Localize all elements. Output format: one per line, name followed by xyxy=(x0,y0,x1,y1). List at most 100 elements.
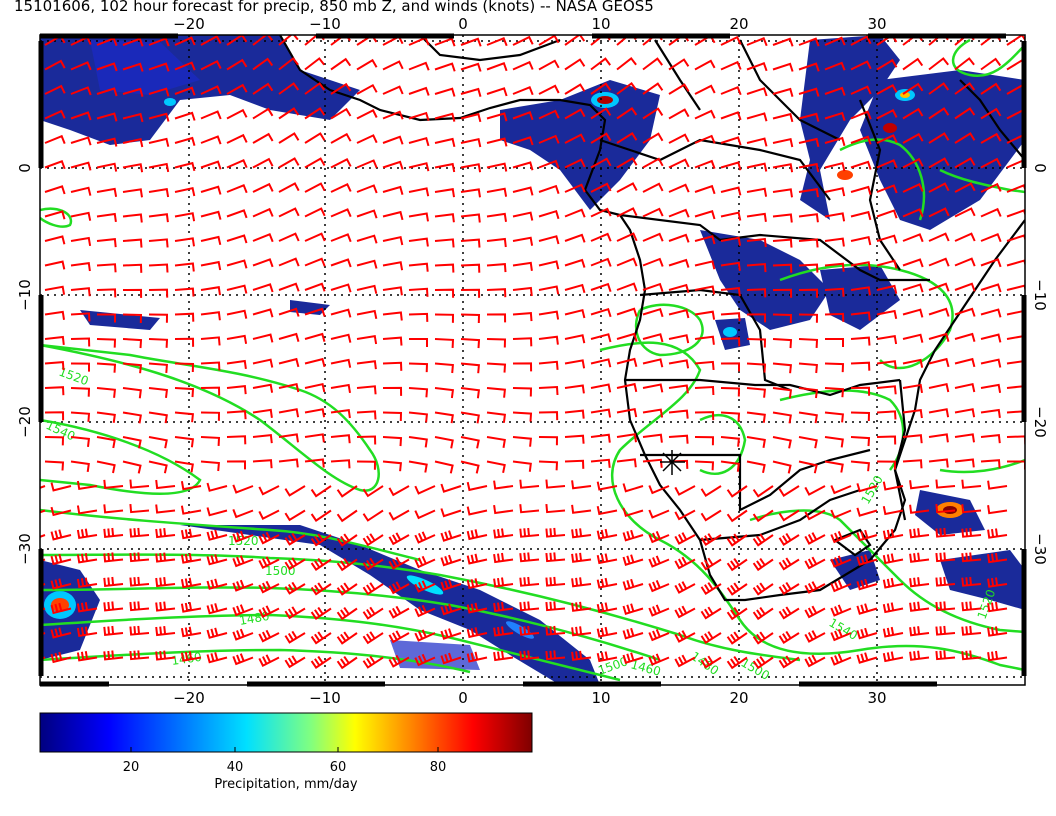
wind-barb xyxy=(674,630,696,643)
wind-barb xyxy=(362,655,384,669)
wind-barb xyxy=(564,434,585,444)
wind-barb xyxy=(935,576,956,587)
wind-barb xyxy=(408,460,428,473)
wind-barb xyxy=(590,207,612,218)
wind-barb xyxy=(538,385,559,396)
wind-barb xyxy=(798,411,818,424)
wind-barb xyxy=(356,58,378,71)
wind-barb xyxy=(954,107,976,120)
wind-barb xyxy=(1006,209,1025,218)
wind-barb xyxy=(512,86,534,96)
wind-barb xyxy=(564,35,586,46)
wind-barb xyxy=(258,629,280,643)
wind-barb xyxy=(778,655,800,669)
wind-barb xyxy=(252,57,274,71)
wind-barb xyxy=(200,411,221,421)
wind-barb xyxy=(330,333,352,343)
wind-barb xyxy=(902,283,924,293)
wind-barb xyxy=(850,286,871,296)
wind-barb xyxy=(330,132,352,144)
wind-barb xyxy=(668,83,690,95)
wind-barb xyxy=(206,482,228,492)
lon-tick-label: 20 xyxy=(729,689,748,707)
wind-barb xyxy=(824,212,846,222)
wind-barb xyxy=(362,533,384,547)
wind-barb xyxy=(642,82,664,95)
wind-barb xyxy=(648,555,670,568)
wind-barb xyxy=(382,311,403,321)
wind-barb xyxy=(590,433,611,443)
wind-barb xyxy=(538,84,560,95)
wind-barb xyxy=(70,411,91,422)
wind-barb xyxy=(954,282,976,292)
wind-barb xyxy=(148,87,170,97)
wind-barb xyxy=(200,110,222,120)
wind-barb xyxy=(200,135,222,145)
wind-barb xyxy=(174,411,194,423)
wind-barb xyxy=(155,504,176,514)
wind-barb xyxy=(232,579,254,592)
lat-tick-label: −30 xyxy=(1031,533,1049,565)
wind-barb xyxy=(103,479,124,490)
wind-barb xyxy=(642,307,664,318)
wind-barb xyxy=(902,333,924,343)
wind-barb xyxy=(174,36,196,46)
wind-barb xyxy=(746,62,768,72)
wind-barb xyxy=(752,558,774,572)
wind-barb xyxy=(200,386,221,396)
wind-barb xyxy=(648,604,670,617)
wind-barb xyxy=(545,576,566,587)
wind-barb xyxy=(486,62,508,72)
wind-barb xyxy=(148,213,169,223)
wind-barb xyxy=(76,577,98,589)
wind-barb xyxy=(180,528,202,540)
wind-barb xyxy=(954,408,976,418)
wind-barb xyxy=(746,137,768,147)
wind-barb xyxy=(466,529,488,541)
wind-barb xyxy=(148,187,170,198)
wind-barb xyxy=(493,504,514,515)
wind-barb xyxy=(252,82,274,95)
wind-barb xyxy=(538,134,560,144)
wind-barb xyxy=(720,111,742,121)
wind-barb xyxy=(694,285,716,295)
wind-barb xyxy=(726,607,748,621)
wind-barb xyxy=(616,232,638,242)
wind-barb xyxy=(538,159,560,169)
wind-barb xyxy=(752,485,774,498)
wind-barb xyxy=(700,485,722,497)
wind-barb xyxy=(694,109,716,120)
wind-barb xyxy=(987,480,1008,490)
wind-barb xyxy=(232,509,254,519)
wind-barb xyxy=(304,57,325,71)
wind-barb xyxy=(668,434,689,444)
wind-barb xyxy=(752,631,774,645)
wind-barb xyxy=(824,86,846,96)
wind-barb xyxy=(545,504,566,514)
wind-barb xyxy=(330,358,352,368)
wind-barb xyxy=(388,654,410,668)
wind-barb xyxy=(70,211,92,221)
wind-barb xyxy=(388,556,410,570)
lon-tick-label: 0 xyxy=(458,15,468,33)
wind-barb xyxy=(694,335,715,345)
wind-barb xyxy=(148,162,170,173)
wind-barb xyxy=(564,384,585,394)
wind-barb xyxy=(200,336,221,346)
wind-barb xyxy=(122,87,144,97)
wind-barb xyxy=(902,258,924,268)
wind-barb xyxy=(935,650,956,661)
wind-barb xyxy=(538,184,560,195)
wind-barb xyxy=(772,188,793,198)
wind-barb xyxy=(876,58,898,71)
wind-barb xyxy=(252,434,273,444)
wind-barb xyxy=(460,62,482,72)
wind-barb xyxy=(460,37,482,47)
wind-barb xyxy=(642,458,663,468)
wind-barb xyxy=(278,107,300,120)
wind-barb xyxy=(538,460,559,471)
wind-barb xyxy=(512,261,533,271)
wind-barb xyxy=(564,58,586,71)
wind-barb xyxy=(590,307,612,318)
wind-barb xyxy=(486,187,508,197)
